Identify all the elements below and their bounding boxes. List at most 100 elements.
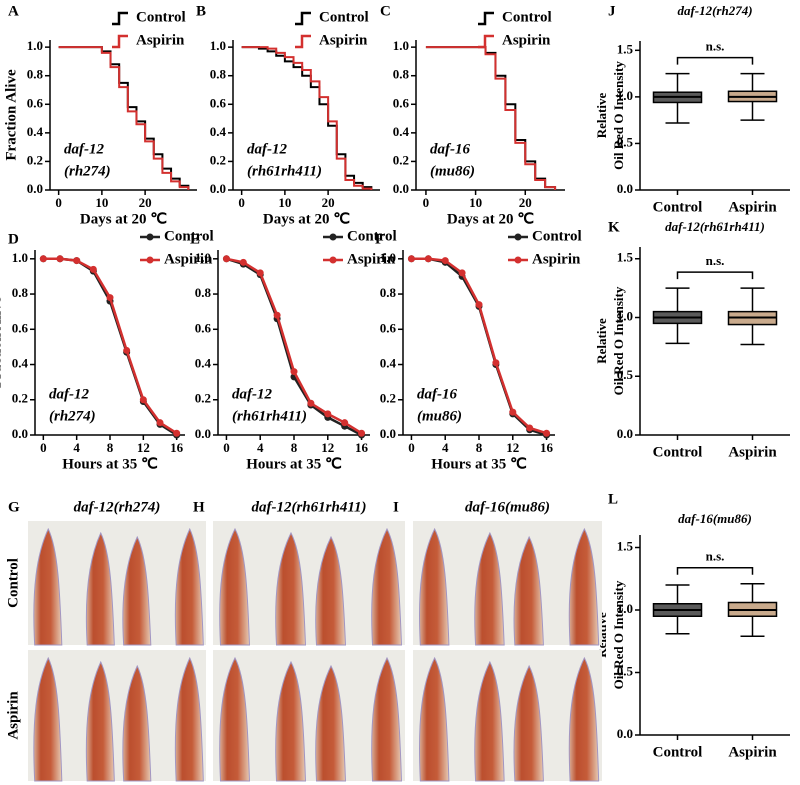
x-tick-label: 16 [170, 440, 184, 455]
legend-label: Aspirin [502, 32, 551, 48]
chart-title: daf-12(rh274) [677, 3, 752, 18]
panel-letter: L [608, 491, 618, 507]
row-label: Aspirin [5, 691, 21, 740]
legend-label: Control [347, 228, 397, 244]
y-tick-label: 1.5 [617, 250, 634, 265]
worm [474, 531, 505, 646]
y-tick-label: 0.0 [210, 181, 226, 196]
worm [419, 656, 450, 782]
data-point [307, 399, 315, 407]
legend-swatch [146, 256, 154, 264]
data-point [458, 269, 466, 277]
y-tick-label: 0.4 [210, 124, 227, 139]
y-tick-label: 1.0 [195, 250, 211, 265]
y-axis-label: Oil Red O Intensity [611, 580, 626, 689]
x-tick-label: 20 [139, 195, 152, 210]
data-point [239, 258, 247, 266]
x-tick-label: 16 [355, 440, 369, 455]
y-tick-label: 0.8 [380, 285, 397, 300]
x-axis-label: Hours at 35 ℃ [62, 456, 158, 472]
legend-label: Control [164, 228, 214, 244]
legend-swatch [295, 11, 311, 26]
y-tick-label: 0.2 [195, 391, 211, 406]
y-tick-label: 0.0 [617, 726, 633, 741]
survival-curve [226, 257, 363, 435]
x-tick-label: 0 [423, 195, 430, 210]
x-tick-label: 10 [278, 195, 291, 210]
worm [219, 527, 250, 646]
y-tick-label: 0.8 [210, 67, 227, 82]
panel-letter: H [193, 499, 205, 515]
legend-swatch [478, 34, 494, 49]
legend-label: Control [532, 228, 582, 244]
x-tick-label: 20 [519, 195, 532, 210]
worm [568, 656, 600, 782]
chart-title: daf-12(rh61rh411) [665, 219, 765, 234]
strain-label: (rh274) [49, 408, 96, 424]
y-tick-label: 0.4 [393, 124, 410, 139]
worm [418, 527, 450, 646]
panel-title: daf-16(mu86) [465, 499, 550, 515]
worm [33, 656, 63, 782]
panel-letter: C [380, 3, 391, 19]
x-tick-label: 16 [540, 440, 554, 455]
legend-label: Control [502, 9, 552, 25]
strain-label: (rh61rh411) [247, 163, 322, 179]
y-axis-label: Oil Red O Intensity [611, 286, 626, 395]
legend-swatch [146, 233, 154, 241]
significance-label: n.s. [706, 39, 725, 54]
legend-swatch [478, 11, 494, 26]
data-point [89, 265, 97, 273]
y-tick-label: 0.4 [27, 124, 44, 139]
worm [568, 527, 600, 646]
x-tick-label: 8 [291, 440, 298, 455]
y-axis-label: Relative [594, 93, 609, 139]
data-point [273, 311, 281, 319]
x-axis-label: Days at 20 ℃ [263, 211, 350, 227]
worm [275, 660, 306, 782]
data-point [256, 269, 264, 277]
strain-label: daf-16 [417, 386, 457, 402]
data-point [39, 255, 47, 263]
worm [174, 656, 204, 782]
y-tick-label: 1.0 [617, 88, 633, 103]
worm [122, 535, 152, 646]
panel-letter: I [393, 499, 399, 515]
data-point [358, 429, 366, 437]
legend-swatch [329, 233, 337, 241]
y-tick-label: 0.0 [393, 181, 409, 196]
y-tick-label: 0.6 [195, 320, 212, 335]
legend-swatch [514, 233, 522, 241]
y-tick-label: 0.2 [380, 391, 396, 406]
x-tick-label: 12 [137, 440, 150, 455]
legend-swatch [295, 34, 311, 49]
data-point [492, 359, 500, 367]
y-tick-label: 0.6 [380, 320, 397, 335]
worm [371, 656, 402, 782]
survival-curve [241, 46, 373, 190]
y-tick-label: 1.0 [380, 250, 396, 265]
data-point [106, 294, 114, 302]
x-axis-label: Hours at 35 ℃ [431, 456, 527, 472]
legend-label: Aspirin [319, 32, 368, 48]
x-tick-label: 12 [321, 440, 334, 455]
chart-title: daf-16(mu86) [678, 511, 752, 526]
strain-label: daf-12 [232, 386, 272, 402]
worm [85, 660, 115, 782]
x-tick-label: 4 [73, 440, 80, 455]
strain-label: daf-12 [49, 386, 89, 402]
strain-label: daf-16 [430, 141, 470, 157]
survival-curve [43, 257, 178, 435]
y-tick-label: 0.2 [27, 152, 43, 167]
y-tick-label: 0.0 [195, 426, 211, 441]
x-tick-label: 0 [40, 440, 47, 455]
x-tick-label: Control [653, 744, 703, 760]
legend-swatch [329, 256, 337, 264]
x-axis-label: Hours at 35 ℃ [246, 456, 342, 472]
legend-label: Aspirin [532, 251, 581, 267]
data-point [509, 408, 517, 416]
y-tick-label: 0.6 [393, 95, 410, 110]
y-tick-label: 0.5 [617, 367, 634, 382]
x-tick-label: 0 [408, 440, 415, 455]
